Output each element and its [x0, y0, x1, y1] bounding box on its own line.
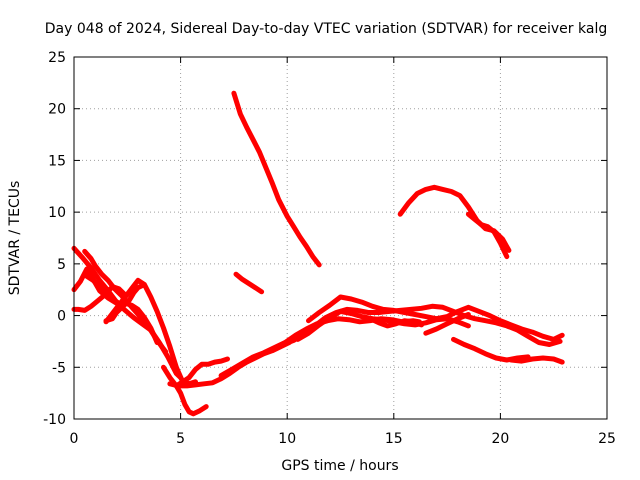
x-tick-label: 25	[598, 431, 616, 447]
x-tick-label: 5	[176, 431, 185, 447]
chart-title: Day 048 of 2024, Sidereal Day-to-day VTE…	[45, 21, 607, 37]
x-tick-label: 10	[278, 431, 296, 447]
series-line-arc-19	[465, 211, 510, 260]
y-tick-label: 15	[48, 153, 66, 169]
series-line-arc-7	[103, 283, 145, 324]
x-axis-title: GPS time / hours	[281, 458, 398, 474]
y-tick-label: 0	[57, 309, 66, 325]
series-line-arc-6	[103, 277, 198, 387]
series-line-arc-11	[231, 90, 322, 268]
series-line-arc-18	[397, 184, 512, 253]
series-line-arc-12	[233, 271, 265, 295]
y-tick-label: 10	[48, 205, 66, 221]
series-line-arc-2	[71, 245, 184, 381]
grid	[74, 57, 607, 419]
y-tick-label: -5	[52, 360, 66, 376]
series-layer	[71, 90, 565, 417]
y-tick-label: 20	[48, 102, 66, 118]
y-tick-label: 25	[48, 50, 66, 66]
ticks	[73, 56, 608, 420]
y-tick-label: 5	[57, 257, 66, 273]
series-line-arc-21	[451, 336, 531, 363]
x-tick-label: 20	[491, 431, 509, 447]
series-line-arc-16	[306, 294, 565, 342]
series-line-arc-20	[423, 312, 471, 336]
series-line-arc-17	[367, 316, 424, 329]
x-tick-label: 0	[70, 431, 79, 447]
y-axis-title: SDTVAR / TECUs	[7, 181, 23, 296]
series-line-arc-9	[173, 356, 230, 389]
y-tick-label: -10	[43, 412, 66, 428]
series-line-arc-22	[508, 355, 565, 365]
series-line-arc-8	[161, 364, 209, 417]
plot-frame	[73, 56, 608, 420]
x-tick-label: 15	[385, 431, 403, 447]
y-tick-labels: -10 -5 0 5 10 15 20 25	[43, 50, 66, 428]
x-tick-labels: 0 5 10 15 20 25	[70, 431, 616, 447]
